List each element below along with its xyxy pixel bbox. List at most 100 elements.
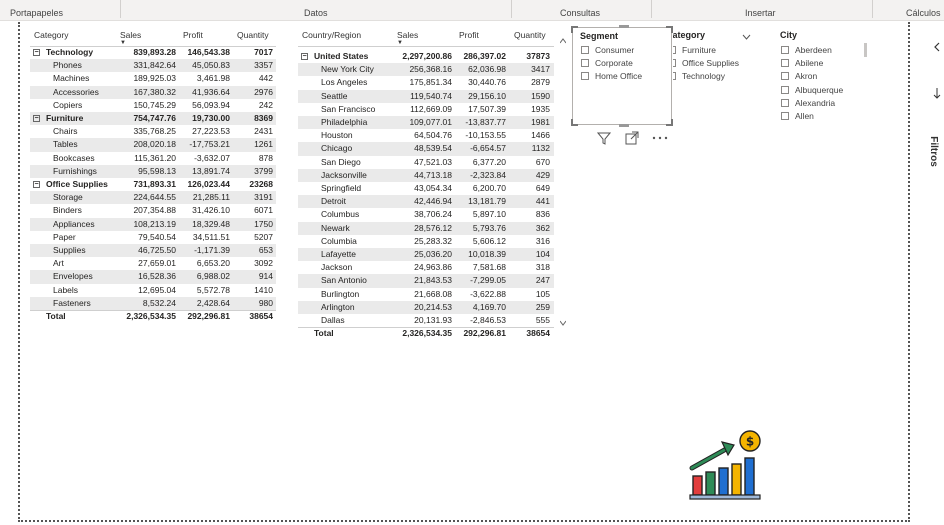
slicer-item[interactable]: Aberdeen [781,45,832,55]
slicer-item[interactable]: Furniture [673,45,716,55]
table-row[interactable]: Arlington 20,214.53 4,169.70 259 [298,300,554,314]
collapse-icon[interactable]: − [33,181,40,188]
slicer-item[interactable]: Technology [673,71,725,81]
column-header[interactable]: Sales [120,30,142,40]
segment-slicer[interactable]: Segment Consumer Corporate Home Office [571,25,673,127]
column-header[interactable]: Profit [459,30,479,40]
table-row[interactable]: Binders 207,354.88 31,426.10 6071 [30,204,276,217]
table-row[interactable]: Chairs 335,768.25 27,223.53 2431 [30,125,276,138]
table-row[interactable]: Tables 208,020.18 -17,753.21 1261 [30,138,276,152]
checkbox[interactable] [581,46,589,54]
resize-handle[interactable] [619,25,629,28]
column-header[interactable]: Quantity [514,30,546,40]
sort-descending-icon[interactable]: ▼ [397,40,403,46]
checkbox[interactable] [673,72,676,80]
slicer-item[interactable]: Albuquerque [781,85,843,95]
table-row[interactable]: Storage 224,644.55 21,285.11 3191 [30,191,276,205]
resize-handle[interactable] [666,26,673,33]
column-header[interactable]: Country/Region [302,30,362,40]
table-row[interactable]: Envelopes 16,528.36 6,988.02 914 [30,270,276,284]
filter-icon[interactable] [597,131,611,145]
table-row[interactable]: Accessories 167,380.32 41,936.64 2976 [30,85,276,99]
table-row[interactable]: Columbia 25,283.32 5,606.12 316 [298,235,554,248]
collapse-icon[interactable]: − [33,115,40,122]
table-row[interactable]: Columbus 38,706.24 5,897.10 836 [298,208,554,221]
table-row[interactable]: Supplies 46,725.50 -1,171.39 653 [30,244,276,258]
checkbox[interactable] [673,59,676,67]
group-row[interactable]: − Furniture 754,747.76 19,730.00 8369 [30,112,276,126]
slicer-scrollbar[interactable] [864,43,867,57]
table-row[interactable]: New York City 256,368.16 62,036.98 3417 [298,63,554,77]
slicer-item[interactable]: Corporate [581,58,633,68]
slicer-item[interactable]: Abilene [781,58,823,68]
category-matrix[interactable]: Category Sales Profit Quantity ▼ − Technology 8… [30,26,278,326]
chevron-left-icon[interactable] [933,42,941,52]
matrix-scrollbar[interactable] [560,38,566,328]
table-row[interactable]: Bookcases 115,361.20 -3,632.07 878 [30,152,276,165]
group-row[interactable]: − Office Supplies 731,893.31 126,023.44 2326… [30,178,276,191]
checkbox[interactable] [781,72,789,80]
resize-handle[interactable] [571,26,578,33]
table-row[interactable]: Detroit 42,446.94 13,181.79 441 [298,195,554,209]
collapse-icon[interactable]: − [301,53,308,60]
table-row[interactable]: Newark 28,576.12 5,793.76 362 [298,221,554,235]
table-row[interactable]: Houston 64,504.76 -10,153.55 1466 [298,129,554,142]
total-row[interactable]: Total 2,326,534.35 292,296.81 38654 [30,310,276,323]
slicer-item[interactable]: Home Office [581,71,642,81]
checkbox[interactable] [781,112,789,120]
column-header[interactable]: Sales [397,30,419,40]
table-row[interactable]: Appliances 108,213.19 18,329.48 1750 [30,217,276,231]
slicer-item[interactable]: Akron [781,71,817,81]
table-row[interactable]: Art 27,659.01 6,653.20 3092 [30,257,276,270]
table-row[interactable]: Seattle 119,540.74 29,156.10 1590 [298,89,554,103]
resize-handle[interactable] [571,119,578,126]
sort-descending-icon[interactable]: ▼ [120,40,126,46]
resize-handle[interactable] [619,124,629,127]
table-row[interactable]: Los Angeles 175,851.34 30,440.76 2879 [298,76,554,89]
more-options-icon[interactable] [652,135,668,141]
scroll-down-icon[interactable] [560,320,566,326]
group-row[interactable]: − United States 2,297,200.86 286,397.02 3787… [298,50,554,63]
table-row[interactable]: Jackson 24,963.86 7,581.68 318 [298,261,554,274]
group-row[interactable]: − Technology 839,893.28 146,543.38 7017 [30,46,276,59]
table-row[interactable]: Jacksonville 44,713.18 -2,323.84 429 [298,168,554,182]
table-row[interactable]: Fasteners 8,532.24 2,428.64 980 [30,296,276,310]
table-row[interactable]: Burlington 21,668.08 -3,622.88 105 [298,288,554,301]
collapse-icon[interactable]: − [33,49,40,56]
table-row[interactable]: Paper 79,540.54 34,511.51 5207 [30,231,276,244]
table-row[interactable]: Chicago 48,539.54 -6,654.57 1132 [298,142,554,156]
slicer-item[interactable]: Alexandria [781,98,835,108]
checkbox[interactable] [781,99,789,107]
column-header[interactable]: Quantity [237,30,269,40]
table-row[interactable]: Labels 12,695.04 5,572.78 1410 [30,284,276,297]
table-row[interactable]: Furnishings 95,598.13 13,891.74 3799 [30,164,276,178]
filters-pane-collapsed[interactable]: Filtros [928,30,944,170]
table-row[interactable]: Philadelphia 109,077.01 -13,837.77 1981 [298,116,554,130]
slicer-item[interactable]: Office Supplies [673,58,739,68]
checkbox[interactable] [673,46,676,54]
table-row[interactable]: Springfield 43,054.34 6,200.70 649 [298,182,554,195]
checkbox[interactable] [781,59,789,67]
country-region-matrix[interactable]: Country/Region Sales Profit Quantity ▼ − Unite… [298,26,560,342]
column-header[interactable]: Category [34,30,69,40]
checkbox[interactable] [781,46,789,54]
slicer-item[interactable]: Consumer [581,45,634,55]
checkbox[interactable] [781,86,789,94]
table-row[interactable]: Dallas 20,131.93 -2,846.53 555 [298,314,554,327]
category-slicer[interactable]: Category Furniture Office Supplies Techn… [673,27,763,87]
city-slicer[interactable]: City Aberdeen Abilene Akron Albuquerque … [776,27,872,127]
table-row[interactable]: San Antonio 21,843.53 -7,299.05 247 [298,274,554,288]
resize-handle[interactable] [666,119,673,126]
checkbox[interactable] [581,59,589,67]
checkbox[interactable] [581,72,589,80]
table-row[interactable]: Phones 331,842.64 45,050.83 3357 [30,59,276,73]
slicer-item[interactable]: Allen [781,111,814,121]
scroll-up-icon[interactable] [560,38,566,44]
focus-mode-icon[interactable] [625,131,639,145]
table-row[interactable]: Machines 189,925.03 3,461.98 442 [30,72,276,85]
total-row[interactable]: Total 2,326,534.35 292,296.81 38654 [298,327,554,340]
table-row[interactable]: San Diego 47,521.03 6,377.20 670 [298,156,554,169]
table-row[interactable]: Copiers 150,745.29 56,093.94 242 [30,99,276,112]
column-header[interactable]: Profit [183,30,203,40]
table-row[interactable]: San Francisco 112,669.09 17,507.39 1935 [298,103,554,116]
